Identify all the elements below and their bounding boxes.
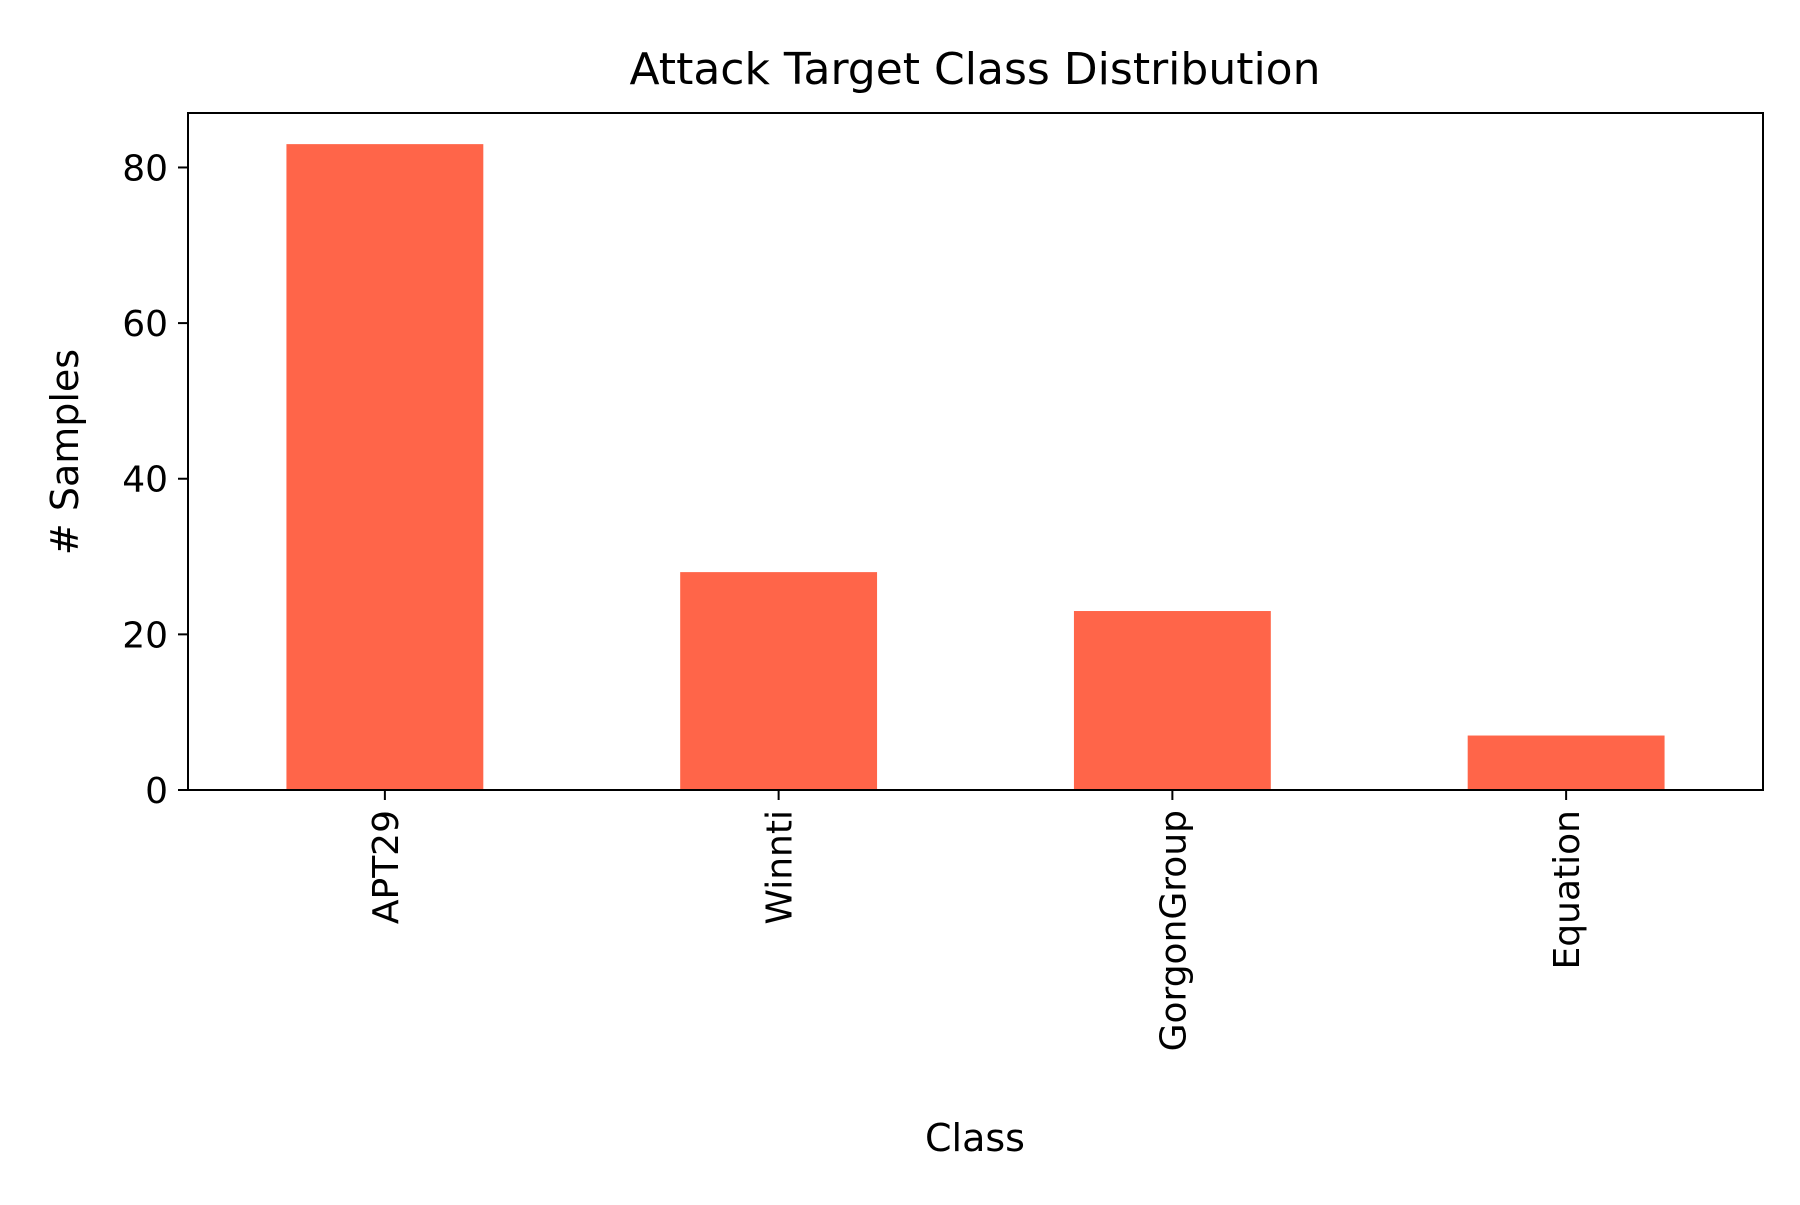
x-axis-label: Class (925, 1116, 1025, 1160)
y-tick-label: 20 (122, 615, 168, 656)
x-tick-label: Equation (1547, 810, 1588, 969)
bar-winnti (680, 572, 878, 790)
y-tick-label: 60 (122, 304, 168, 345)
y-axis-label: # Samples (43, 349, 87, 555)
y-axis: 0 20 40 60 80 (122, 148, 188, 812)
y-tick-label: 40 (122, 460, 168, 501)
x-axis: APT29 Winnti GorgonGroup Equation (366, 790, 1588, 1051)
bar-apt29 (286, 144, 484, 790)
bars-group (286, 144, 1665, 790)
x-tick-label: GorgonGroup (1153, 810, 1194, 1051)
plot-frame (187, 112, 1764, 791)
y-tick-label: 0 (145, 771, 168, 812)
y-tick-label: 80 (122, 148, 168, 189)
x-tick-label: APT29 (366, 810, 407, 924)
x-tick-label: Winnti (760, 810, 801, 925)
bar-gorgongroup (1073, 611, 1271, 790)
bar-equation (1467, 735, 1665, 790)
chart-title: Attack Target Class Distribution (629, 44, 1320, 95)
